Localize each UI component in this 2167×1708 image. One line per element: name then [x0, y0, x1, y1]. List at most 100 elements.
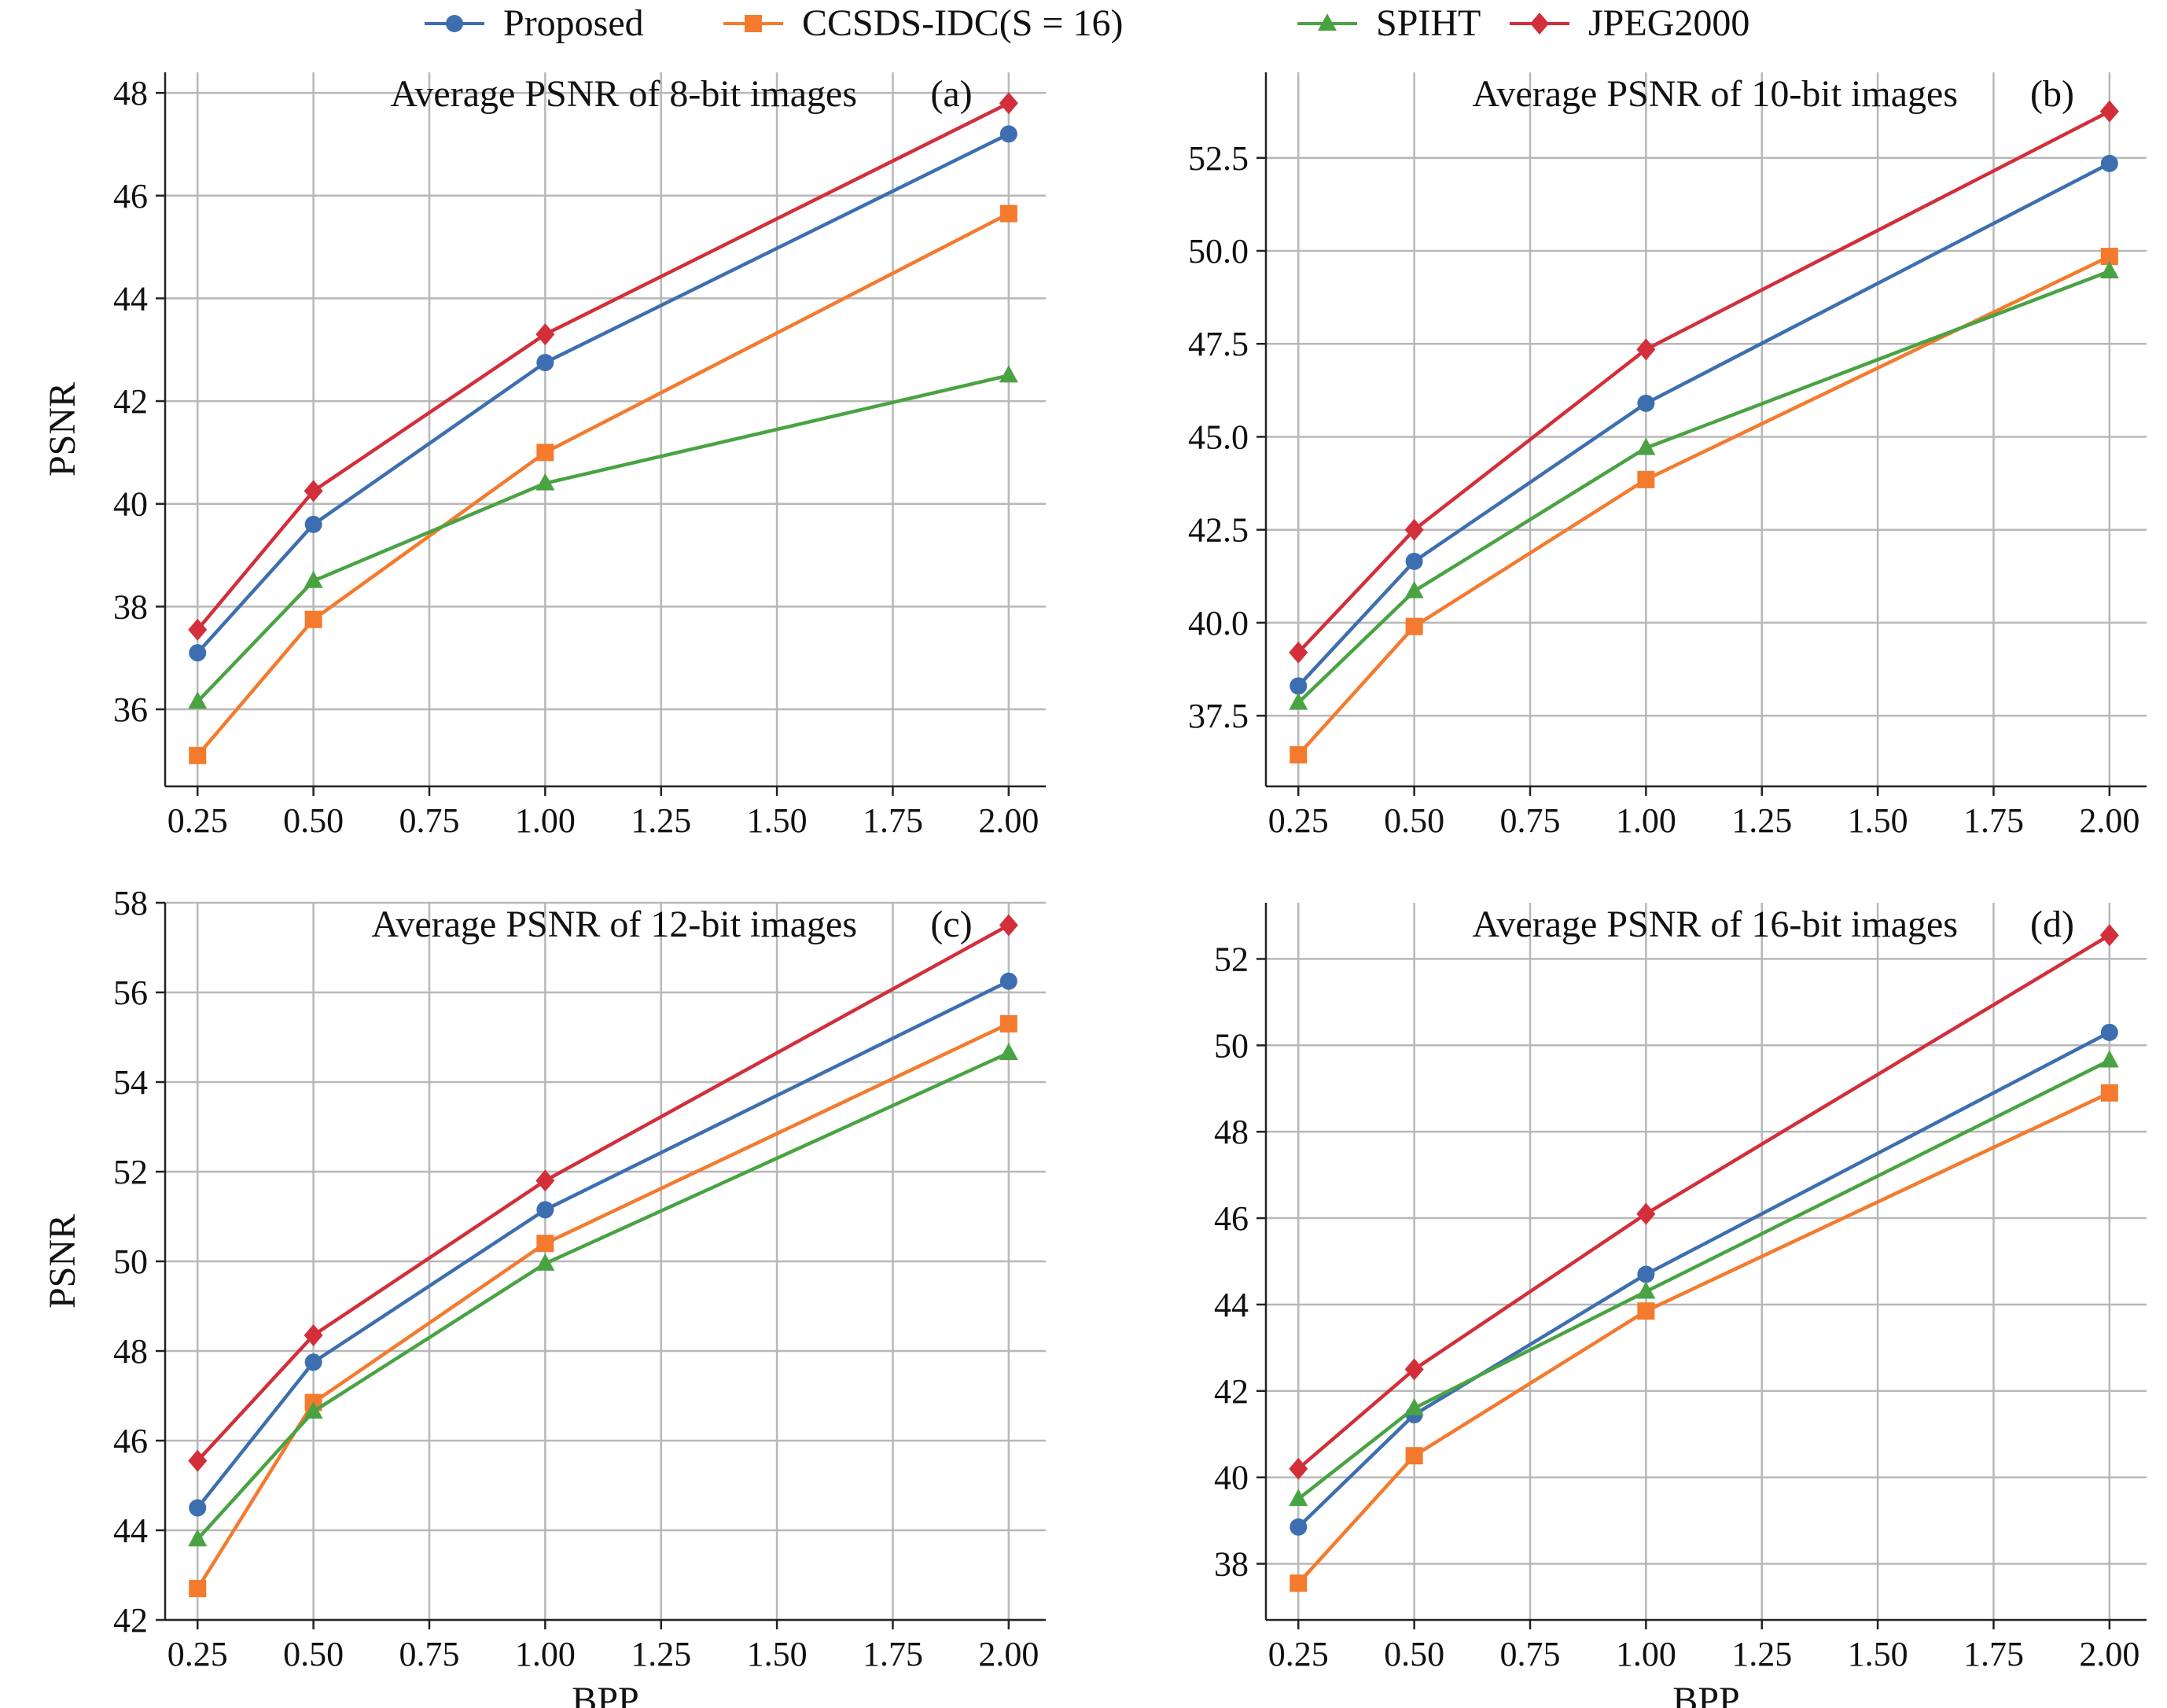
y-tick-label: 42.5	[1188, 511, 1249, 550]
x-tick-label: 0.75	[1500, 1635, 1561, 1673]
x-tick-label: 1.00	[1616, 1635, 1676, 1673]
x-tick-label: 1.75	[1963, 801, 2024, 840]
data-point	[999, 972, 1017, 990]
legend-marker	[446, 15, 463, 32]
data-point	[535, 323, 555, 346]
y-tick-label: 40	[113, 485, 148, 524]
data-point	[1636, 1202, 1656, 1225]
y-tick-label: 48	[113, 74, 148, 112]
legend-label: SPIHT	[1376, 2, 1481, 44]
y-tick-label: 46	[113, 1422, 148, 1460]
x-tick-label: 0.25	[167, 1635, 228, 1673]
data-point	[999, 1042, 1018, 1060]
y-tick-label: 42	[1214, 1372, 1249, 1411]
data-point	[1637, 394, 1655, 412]
y-tick-label: 38	[1214, 1545, 1249, 1584]
data-point	[535, 473, 555, 491]
data-point	[1405, 617, 1423, 635]
data-point	[2099, 1050, 2119, 1068]
series-line	[196, 979, 1010, 1509]
series-jpeg2000	[188, 92, 1018, 641]
panel-title: Average PSNR of 10-bit images	[1472, 73, 1958, 115]
data-point	[2099, 100, 2119, 123]
data-point	[1636, 1281, 1656, 1299]
legend-label: JPEG2000	[1588, 2, 1749, 44]
data-point	[536, 354, 554, 372]
y-tick-label: 50	[113, 1242, 148, 1281]
data-point	[188, 618, 208, 641]
series-ccsds-idc-s-16	[1290, 1084, 2118, 1592]
data-point	[536, 1201, 554, 1219]
data-point	[1404, 1397, 1424, 1415]
data-point	[1404, 518, 1424, 541]
series-line	[196, 923, 1010, 1463]
x-tick-label: 1.25	[631, 801, 691, 840]
legend-item-ccsds-idc-s-16: CCSDS-IDC(S = 16)	[723, 2, 1123, 44]
legend-marker	[1318, 13, 1337, 31]
data-point	[189, 1499, 207, 1517]
x-tick-label: 2.00	[978, 801, 1039, 840]
x-tick-label: 0.75	[399, 1635, 460, 1673]
y-tick-label: 44	[113, 1511, 148, 1550]
series-line	[1297, 109, 2110, 654]
data-point	[536, 444, 554, 462]
y-tick-label: 44	[1214, 1286, 1249, 1324]
legend-label: Proposed	[503, 2, 644, 44]
data-point	[999, 204, 1017, 223]
x-tick-label: 1.00	[1616, 801, 1676, 840]
y-tick-label: 50	[1214, 1026, 1249, 1065]
data-point	[535, 1169, 555, 1192]
chart-panel-c: 0.25 0.50 0.75 1.00 1.25 1.50 1.75 2.00 42 44 46 48…	[42, 884, 1046, 1708]
series-line	[1297, 933, 2111, 1471]
x-tick-label: 2.00	[2079, 1635, 2139, 1673]
y-tick-label: 52	[1214, 940, 1249, 978]
legend: Proposed CCSDS-IDC(S = 16) SPIHT JPEG2000	[425, 2, 1749, 44]
series-line	[196, 1021, 1010, 1590]
data-point	[304, 515, 322, 533]
data-point	[188, 1449, 208, 1472]
series-line	[1297, 161, 2110, 687]
data-point	[304, 610, 322, 628]
x-tick-label: 0.25	[1268, 1635, 1329, 1673]
chart-panel-d: 0.25 0.50 0.75 1.00 1.25 1.50 1.75 2.00 38 40 42 44…	[1214, 903, 2147, 1708]
y-tick-label: 52	[113, 1153, 148, 1191]
y-tick-label: 40.0	[1188, 604, 1249, 642]
x-tick-label: 1.75	[1963, 1635, 2024, 1673]
y-tick-label: 37.5	[1188, 697, 1249, 735]
data-point	[188, 1529, 208, 1547]
x-tick-label: 1.50	[1848, 801, 1908, 840]
series-spiht	[1289, 261, 2119, 710]
y-tick-label: 58	[113, 884, 148, 922]
x-tick-label: 0.75	[1500, 801, 1561, 840]
data-point	[2099, 261, 2119, 279]
y-tick-label: 50.0	[1188, 232, 1249, 271]
data-point	[1290, 745, 1308, 764]
panel-title: Average PSNR of 16-bit images	[1472, 904, 1958, 945]
series-line	[1297, 1030, 2110, 1529]
series-spiht	[188, 365, 1018, 709]
data-point	[999, 914, 1018, 937]
series-line	[196, 132, 1010, 654]
data-point	[1637, 1302, 1655, 1320]
data-point	[1636, 437, 1656, 455]
series-line	[1297, 1058, 2110, 1500]
y-tick-label: 38	[113, 587, 148, 626]
chart-panel-b: 0.25 0.50 0.75 1.00 1.25 1.50 1.75 2.00 37.5 40.0…	[1188, 72, 2147, 840]
x-tick-label: 1.00	[515, 801, 576, 840]
data-point	[304, 1401, 323, 1419]
data-point	[1289, 641, 1308, 664]
y-axis-label: PSNR	[42, 382, 83, 477]
data-point	[1290, 1574, 1308, 1592]
y-tick-label: 44	[113, 279, 148, 318]
data-point	[2100, 1084, 2118, 1102]
x-tick-label: 1.00	[515, 1635, 576, 1673]
y-tick-label: 48	[113, 1332, 148, 1371]
y-tick-label: 52.5	[1188, 139, 1249, 178]
legend-label: CCSDS-IDC(S = 16)	[802, 2, 1123, 44]
panels: 0.25 0.50 0.75 1.00 1.25 1.50 1.75 2.00 36 38 40 42…	[42, 72, 2147, 1708]
data-point	[304, 480, 323, 502]
series-jpeg2000	[1289, 924, 2119, 1480]
data-point	[999, 365, 1018, 383]
series-ccsds-idc-s-16	[1290, 248, 2118, 764]
y-axis-label: PSNR	[42, 1214, 83, 1309]
